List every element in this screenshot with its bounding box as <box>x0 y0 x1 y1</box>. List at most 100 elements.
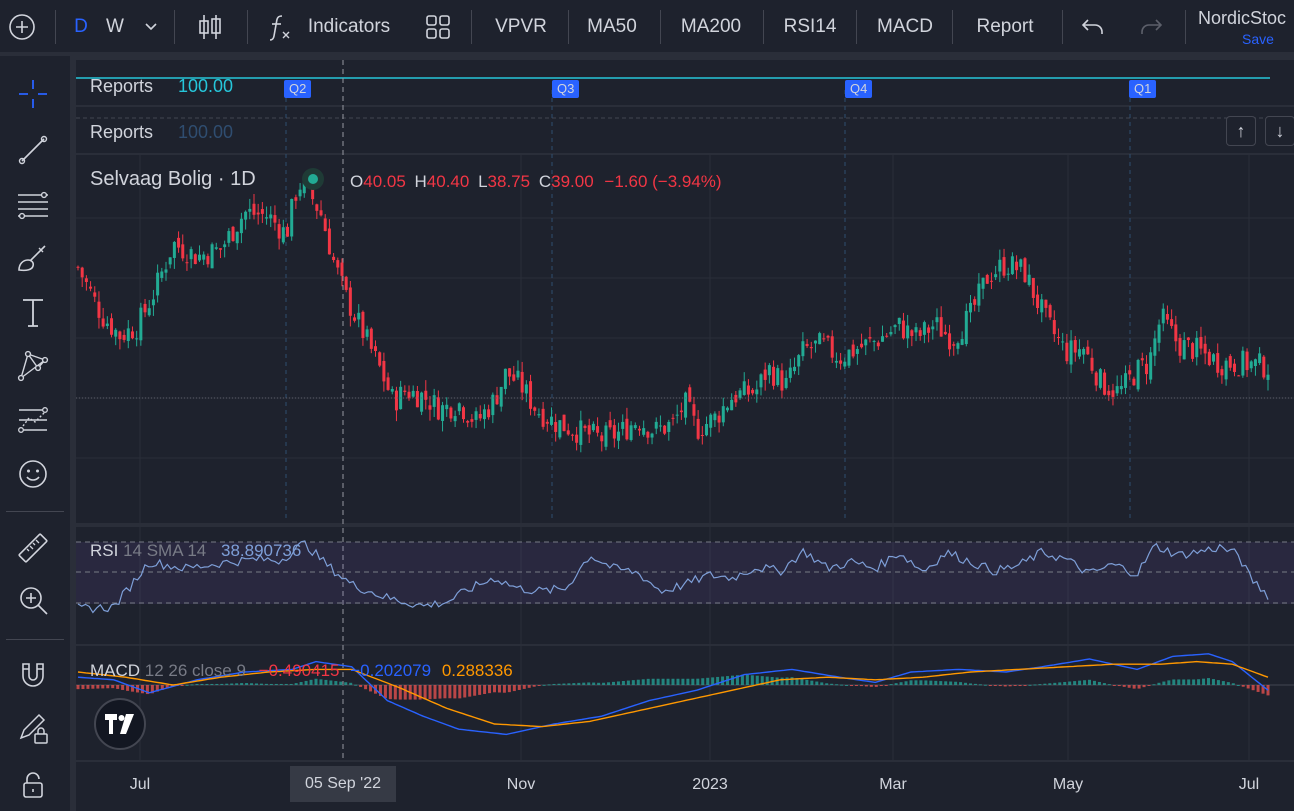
save-button[interactable]: Save <box>1242 31 1274 47</box>
trend-line-icon[interactable] <box>8 128 58 172</box>
fib-retracement-icon[interactable] <box>8 182 58 226</box>
candle-body <box>139 307 143 341</box>
macd-histogram-bar <box>577 682 581 685</box>
macd-histogram-bar <box>681 678 685 685</box>
chart-pane[interactable]: Reports 100.00 Reports 100.00 Q2 Q3 Q4 Q… <box>76 60 1294 811</box>
scroll-down-arrow-icon[interactable]: ↓ <box>1265 116 1294 146</box>
toolbar-separator <box>660 10 661 44</box>
candle-body <box>1056 337 1060 339</box>
add-symbol-icon[interactable] <box>4 0 40 54</box>
chart-canvas[interactable] <box>76 60 1294 811</box>
interval-dropdown-chevron-icon[interactable] <box>140 0 162 54</box>
candle-body <box>160 271 164 278</box>
indicators-fx-icon[interactable] <box>262 0 296 54</box>
macd-histogram-bar <box>646 678 650 685</box>
ma200-button[interactable]: MA200 <box>680 16 742 37</box>
report-button[interactable]: Report <box>976 16 1034 37</box>
zoom-in-icon[interactable] <box>8 578 58 622</box>
macd-histogram-bar <box>612 681 615 685</box>
candle-body <box>977 283 981 306</box>
candle-body <box>692 404 696 416</box>
candle-body <box>843 361 847 367</box>
rsi-legend[interactable]: RSI 14 SMA 14 38.890736 <box>90 541 301 561</box>
macd-histogram-bar <box>378 685 382 696</box>
candle-body <box>424 390 428 400</box>
candles-chart-type-icon[interactable] <box>190 0 230 54</box>
quarter-badge-q3[interactable]: Q3 <box>552 80 580 98</box>
macd-histogram-bar <box>691 678 695 685</box>
low-label: L <box>478 172 488 191</box>
ruler-icon[interactable] <box>8 526 58 570</box>
candle-body <box>348 287 352 316</box>
macd-histogram-bar <box>696 678 700 685</box>
ma50-button[interactable]: MA50 <box>587 16 637 37</box>
macd-histogram-bar <box>998 685 1002 687</box>
indicators-button[interactable]: Indicators <box>307 16 391 37</box>
candle-body <box>1216 353 1220 373</box>
vpvr-button[interactable]: VPVR <box>495 16 547 37</box>
candle-body <box>566 430 570 435</box>
macd-histogram-bar <box>740 674 744 685</box>
redo-icon[interactable] <box>1134 0 1168 54</box>
market-status-icon[interactable] <box>302 168 324 190</box>
candle-body <box>969 302 972 313</box>
macd-line-value: −0.202079 <box>350 661 432 680</box>
candle-body <box>164 269 168 273</box>
macd-histogram-bar <box>1177 679 1181 685</box>
macd-legend[interactable]: MACD 12 26 close 9 −0.490415 −0.202079 0… <box>90 661 513 681</box>
candle-body <box>646 431 650 438</box>
lock-icon[interactable] <box>8 762 58 806</box>
crosshair-icon[interactable] <box>8 72 58 116</box>
candle-body <box>742 381 746 395</box>
layout-name[interactable]: NordicStoc <box>1198 8 1287 28</box>
macd-button[interactable]: MACD <box>877 16 933 37</box>
candle-body <box>608 420 612 428</box>
macd-histogram-bar <box>562 683 566 685</box>
text-tool-icon[interactable] <box>8 290 58 334</box>
scroll-up-arrow-icon[interactable]: ↑ <box>1226 116 1256 146</box>
magnet-icon[interactable] <box>8 652 58 696</box>
macd-histogram-bar <box>547 684 551 686</box>
candle-body <box>449 407 453 419</box>
rsi14-button[interactable]: RSI14 <box>783 16 837 37</box>
interval-d-button[interactable]: D <box>74 16 88 37</box>
symbol-title[interactable]: Selvaag Bolig · 1D <box>90 168 256 190</box>
quarter-badge-q2[interactable]: Q2 <box>284 80 312 98</box>
macd-histogram-bar <box>859 685 863 687</box>
macd-histogram-bar <box>393 685 397 700</box>
macd-histogram-bar <box>1097 681 1101 685</box>
candle-body <box>725 407 729 411</box>
prediction-tool-icon[interactable] <box>8 398 58 442</box>
emoji-icon[interactable] <box>8 452 58 496</box>
candle-body <box>357 312 361 320</box>
templates-grid-icon[interactable] <box>420 0 456 54</box>
macd-histogram-bar <box>76 685 80 690</box>
tradingview-logo-icon[interactable] <box>94 698 146 750</box>
candle-body <box>1065 342 1069 362</box>
macd-histogram-bar <box>453 685 457 699</box>
quarter-badge-q4[interactable]: Q4 <box>845 80 873 98</box>
quarter-badge-q1[interactable]: Q1 <box>1129 80 1157 98</box>
lock-drawings-icon[interactable] <box>8 706 58 750</box>
interval-w-button[interactable]: W <box>106 16 124 37</box>
candle-body <box>101 318 105 327</box>
candle-body <box>826 335 830 338</box>
brush-icon[interactable] <box>8 236 58 280</box>
candle-body <box>604 425 608 447</box>
candle-body <box>813 340 817 344</box>
candle-body <box>998 259 1002 272</box>
macd-histogram-bar <box>121 685 125 690</box>
undo-icon[interactable] <box>1076 0 1110 54</box>
high-value: 40.40 <box>426 172 470 191</box>
macd-histogram-bar <box>200 683 204 685</box>
macd-histogram-bar <box>507 685 511 693</box>
macd-histogram-bar <box>1246 685 1250 689</box>
open-label: O <box>350 172 364 191</box>
macd-histogram-bar <box>567 683 571 685</box>
macd-histogram-bar <box>775 677 779 685</box>
open-value: 40.05 <box>363 172 406 191</box>
candle-body <box>478 413 482 419</box>
pattern-tool-icon[interactable] <box>8 344 58 388</box>
candle-body <box>1036 294 1040 308</box>
macd-histogram-bar <box>1038 684 1042 686</box>
